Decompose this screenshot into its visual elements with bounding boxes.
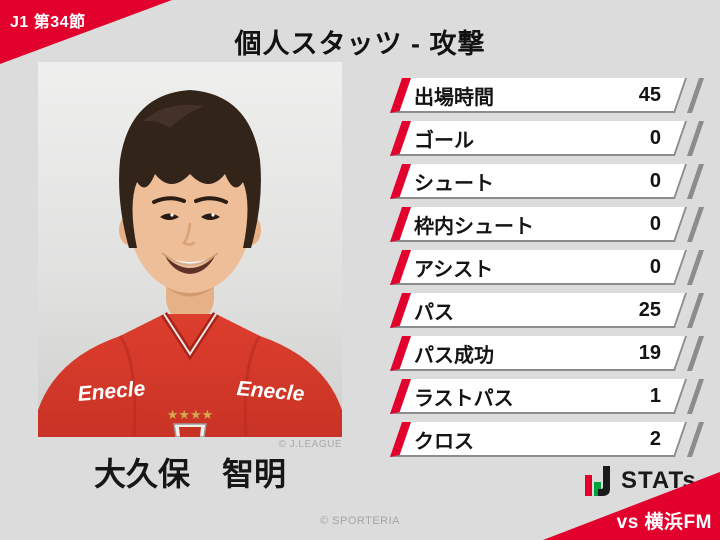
stat-value: 0 <box>649 213 661 235</box>
stat-row: ラストパス 1 <box>389 379 705 414</box>
page-title: 個人スタッツ - 攻撃 <box>234 29 486 59</box>
stat-row: ゴール 0 <box>389 121 705 156</box>
stat-row: クロス 2 <box>389 422 705 457</box>
stat-row-slash-accent <box>686 336 705 371</box>
stat-row: パス 25 <box>389 293 705 328</box>
stat-value: 0 <box>649 256 661 278</box>
stat-value: 0 <box>649 127 661 149</box>
stat-row-content: ゴール 0 <box>396 121 681 156</box>
opponent-label: vs 横浜FM <box>616 512 712 533</box>
site-credit: © SPORTERIA <box>319 515 401 527</box>
matchday-label: J1 第34節 <box>10 14 86 31</box>
player-name: 大久保 智明 <box>93 456 286 492</box>
stat-row: シュート 0 <box>389 164 705 199</box>
stat-row-slash-accent <box>686 78 705 113</box>
bar-chart-icon <box>585 466 610 496</box>
stat-label: アシスト <box>414 259 494 281</box>
stat-row-slash-accent <box>686 121 705 156</box>
stat-row-content: 出場時間 45 <box>396 78 681 113</box>
stat-row-content: クロス 2 <box>396 422 681 457</box>
stat-row-content: 枠内シュート 0 <box>396 207 681 242</box>
stat-label: パス <box>414 302 454 324</box>
stat-label: ラストパス <box>414 388 514 410</box>
stat-value: 0 <box>649 170 661 192</box>
player-photo: Enecle Enecle ★★★★ <box>38 62 342 437</box>
stat-row-slash-accent <box>686 164 705 199</box>
stat-row-content: ラストパス 1 <box>396 379 681 414</box>
player-portrait-illustration: Enecle Enecle ★★★★ <box>38 62 342 437</box>
stat-label: 出場時間 <box>414 87 494 109</box>
stat-row-content: シュート 0 <box>396 164 681 199</box>
stat-row-content: アシスト 0 <box>396 250 681 285</box>
stat-label: パス成功 <box>414 345 494 367</box>
stat-row: アシスト 0 <box>389 250 705 285</box>
stat-value: 25 <box>638 299 661 321</box>
stat-label: クロス <box>414 431 474 453</box>
stat-label: ゴール <box>414 130 474 152</box>
stat-row: 出場時間 45 <box>389 78 705 113</box>
stat-row-content: パス 25 <box>396 293 681 328</box>
stat-label: 枠内シュート <box>414 216 534 238</box>
stat-value: 1 <box>649 385 661 407</box>
stat-row-content: パス成功 19 <box>396 336 681 371</box>
stat-value: 19 <box>638 342 661 364</box>
stat-row-slash-accent <box>686 293 705 328</box>
stat-row-slash-accent <box>686 422 705 457</box>
stats-list: 出場時間 45 ゴール 0 シュート 0 枠内シュート 0 アシスト 0 パス 25 パス成功 19 ラスト… <box>389 78 705 465</box>
jersey-stars: ★★★★ <box>167 407 214 422</box>
stat-row-slash-accent <box>686 207 705 242</box>
stat-value: 2 <box>649 428 661 450</box>
stat-label: シュート <box>414 173 494 195</box>
stat-row-slash-accent <box>686 379 705 414</box>
photo-credit: © J.LEAGUE <box>278 439 342 450</box>
stat-row: 枠内シュート 0 <box>389 207 705 242</box>
stat-row-slash-accent <box>686 250 705 285</box>
stat-value: 45 <box>638 84 661 106</box>
stat-row: パス成功 19 <box>389 336 705 371</box>
